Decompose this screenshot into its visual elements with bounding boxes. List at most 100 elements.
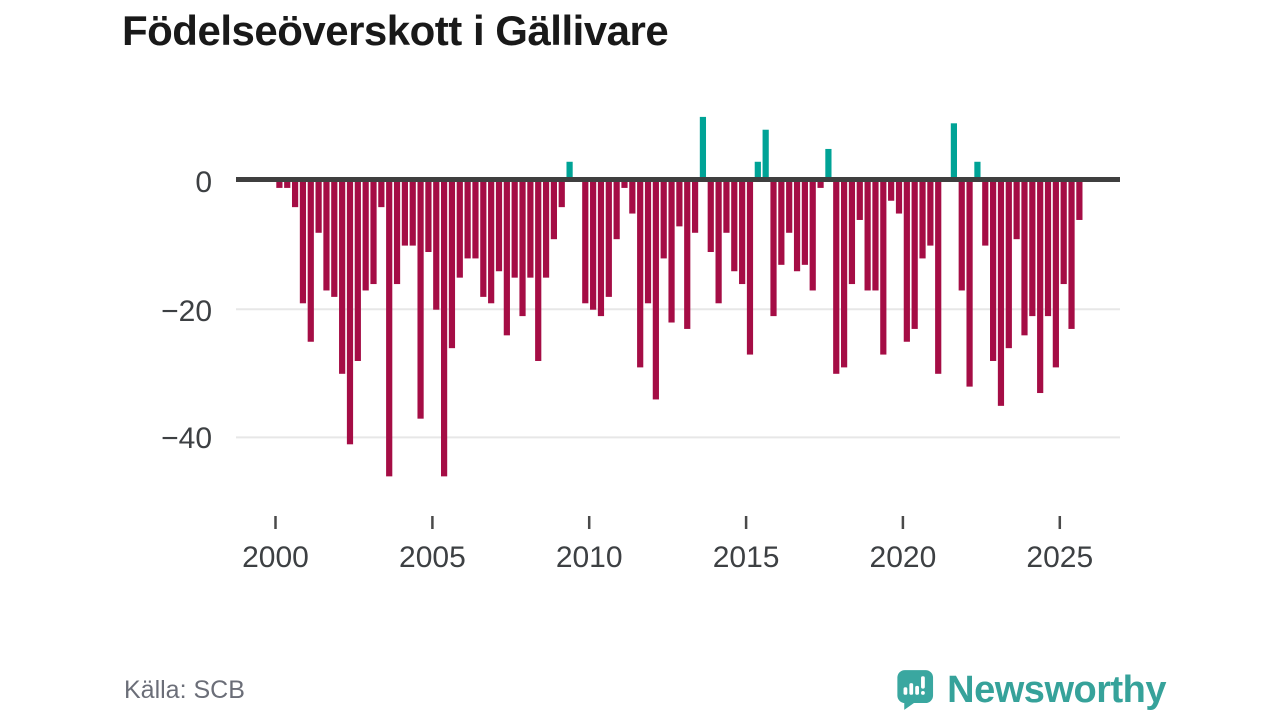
bar-2003-q3: [386, 181, 393, 477]
bar-2006-q3: [480, 181, 487, 297]
bar-2025-q3: [1076, 181, 1083, 220]
bar-2022-q2: [974, 161, 981, 181]
x-tick-label-2010: 2010: [556, 541, 623, 574]
bar-2023-q2: [1005, 181, 1012, 349]
bar-2018-q4: [864, 181, 871, 291]
bar-2004-q4: [425, 181, 432, 253]
bar-2013-q1: [684, 181, 691, 329]
bar-2011-q1: [621, 181, 628, 188]
bar-2024-q4: [1052, 181, 1059, 368]
bar-2013-q2: [691, 181, 699, 233]
bar-2012-q1: [652, 181, 659, 400]
bar-2005-q2: [441, 181, 448, 477]
gridlines: [236, 308, 1120, 439]
bar-2000-q2: [284, 181, 291, 188]
bar-2019-q4: [895, 181, 903, 214]
bar-2021-q4: [958, 181, 965, 291]
x-axis-ticks: [274, 516, 1062, 529]
bar-2007-q3: [511, 181, 518, 278]
bar-2012-q4: [676, 181, 683, 227]
bar-2016-q4: [801, 181, 808, 265]
bar-2017-q3: [825, 148, 832, 181]
bar-2024-q3: [1044, 181, 1052, 317]
bar-2022-q3: [982, 181, 989, 246]
bar-2001-q1: [307, 181, 314, 342]
bar-2008-q1: [527, 181, 534, 278]
y-tick-label-minus20: −20: [161, 295, 212, 328]
bar-2002-q2: [346, 181, 354, 445]
bar-2001-q3: [323, 181, 330, 291]
bar-2014-q3: [731, 181, 738, 272]
bar-2010-q3: [605, 181, 612, 297]
bar-2011-q4: [644, 181, 652, 304]
newsworthy-logo: Newsworthy: [896, 660, 1166, 720]
bar-2008-q4: [550, 181, 557, 240]
bar-2019-q3: [888, 181, 895, 201]
bar-2024-q1: [1029, 181, 1036, 317]
y-tick-label-minus40: −40: [161, 422, 212, 455]
source-label: Källa: SCB: [124, 676, 245, 704]
bar-2006-q1: [464, 181, 471, 259]
bar-2003-q1: [370, 181, 377, 285]
bar-2021-q3: [950, 123, 957, 181]
bar-2004-q3: [417, 181, 424, 419]
bar-2000-q1: [276, 181, 283, 188]
bar-2011-q3: [637, 181, 644, 368]
x-tick-label-2005: 2005: [399, 541, 466, 574]
bar-2010-q2: [597, 181, 605, 317]
x-tick-label-2015: 2015: [713, 541, 780, 574]
bar-2020-q3: [919, 181, 926, 259]
bar-2012-q3: [668, 181, 675, 323]
bar-2004-q2: [409, 181, 416, 246]
bar-2018-q1: [841, 181, 848, 368]
y-axis-labels: 0 −20 −40: [161, 166, 212, 455]
bar-2019-q1: [872, 181, 879, 291]
bar-2014-q4: [739, 181, 746, 285]
bar-2020-q2: [911, 181, 918, 329]
bar-2015-q2: [754, 161, 761, 181]
bar-2022-q4: [990, 181, 997, 361]
bar-2005-q3: [448, 181, 456, 349]
bar-2005-q4: [456, 181, 463, 278]
newsworthy-wordmark: Newsworthy: [947, 668, 1166, 711]
bar-2001-q2: [315, 181, 322, 233]
bar-2002-q1: [339, 181, 346, 374]
x-tick-label-2000: 2000: [242, 541, 309, 574]
bar-2007-q1: [495, 181, 503, 272]
bar-2018-q3: [856, 181, 863, 220]
bar-2023-q4: [1021, 181, 1028, 336]
bar-2002-q3: [354, 181, 361, 361]
bar-2021-q1: [935, 181, 942, 374]
bar-2016-q3: [793, 181, 801, 272]
bar-2017-q2: [817, 181, 824, 188]
bar-2022-q1: [966, 181, 973, 387]
bar-2001-q4: [331, 181, 338, 297]
bar-2006-q4: [488, 181, 495, 304]
bar-2024-q2: [1037, 181, 1044, 394]
x-tick-label-2025: 2025: [1026, 541, 1093, 574]
zero-line: [236, 177, 1120, 182]
bar-2002-q4: [362, 181, 369, 291]
bar-2025-q1: [1060, 181, 1067, 285]
bar-2014-q2: [723, 181, 730, 233]
bar-2017-q4: [833, 181, 840, 374]
bar-2023-q1: [997, 181, 1005, 406]
bar-2023-q3: [1013, 181, 1020, 240]
bar-2003-q4: [393, 181, 401, 285]
bar-2010-q4: [613, 181, 620, 240]
x-axis-labels: 2000 2005 2010 2015 2020 2025: [242, 541, 1093, 574]
chart-title: Födelseöverskott i Gällivare: [122, 7, 669, 54]
bar-2020-q1: [903, 181, 910, 342]
bar-2000-q3: [291, 181, 299, 208]
bar-2008-q2: [535, 181, 542, 361]
bar-2003-q2: [378, 181, 385, 208]
bar-2007-q2: [503, 181, 510, 336]
bar-2006-q2: [472, 181, 479, 259]
bar-2015-q3: [762, 129, 769, 181]
bar-2013-q3: [699, 116, 707, 181]
bar-2008-q3: [542, 181, 550, 278]
bar-2000-q4: [299, 181, 307, 304]
x-tick-label-2020: 2020: [870, 541, 937, 574]
y-tick-label-0: 0: [195, 166, 212, 199]
